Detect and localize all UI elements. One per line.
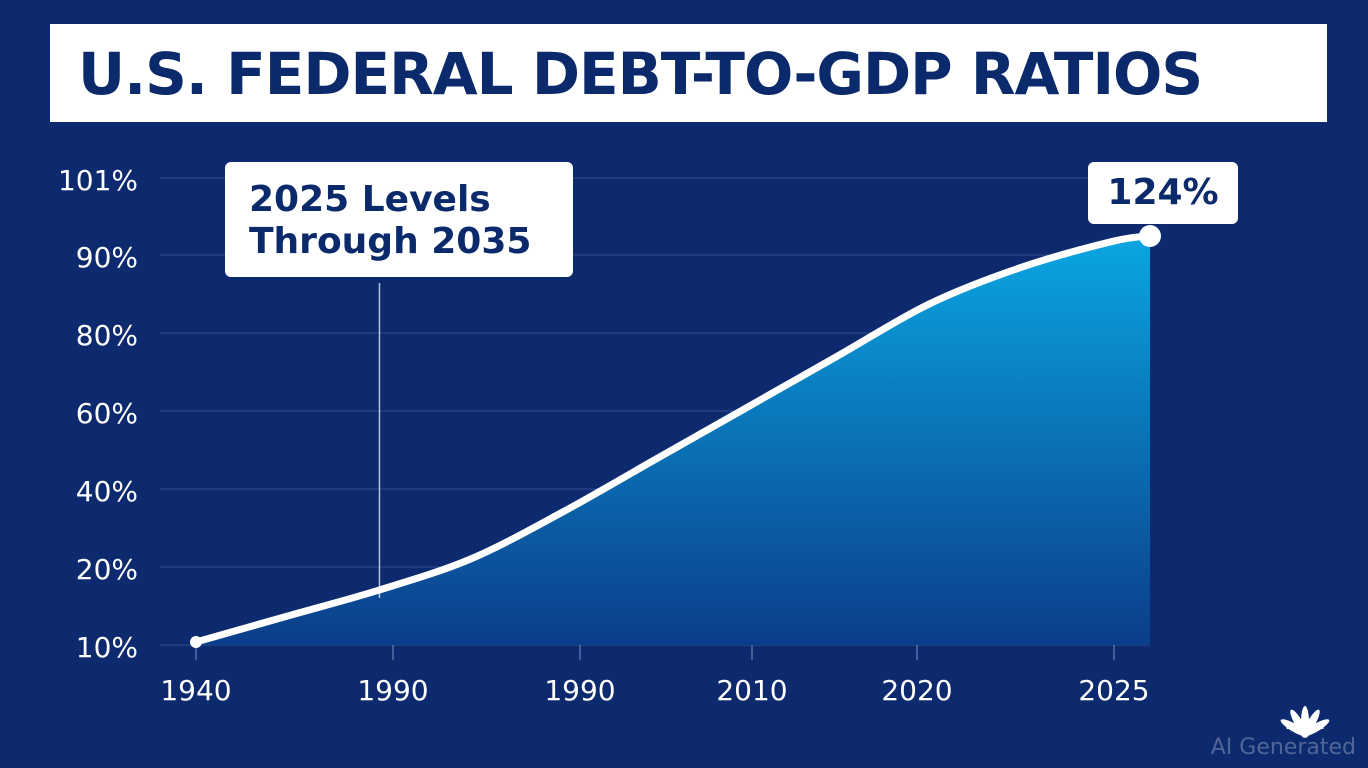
y-tick-label: 101%: [58, 164, 138, 197]
end-point-marker: [1139, 225, 1161, 247]
y-tick-label: 90%: [76, 241, 138, 274]
callout-box: 2025 Levels Through 2035: [225, 162, 573, 277]
y-tick-label: 60%: [76, 397, 138, 430]
y-tick-label: 10%: [76, 631, 138, 664]
debt-series-line: [192, 232, 1154, 646]
callout-line-1: 2025 Levels: [249, 179, 491, 220]
logo-text: DUTICH: [1285, 722, 1325, 732]
start-point-marker: [190, 636, 202, 648]
y-tick-label: 20%: [76, 553, 138, 586]
x-tick-label: 1990: [544, 674, 615, 707]
title-bar: U.S. FEDERAL DEBT-TO-GDP RATIOS: [50, 24, 1327, 122]
x-tick-label: 1990: [357, 674, 428, 707]
x-tick-label: 2025: [1078, 674, 1149, 707]
end-value-label: 124%: [1088, 162, 1238, 224]
debt-area-fill: [196, 236, 1150, 645]
y-tick-label: 40%: [76, 475, 138, 508]
ai-generated-watermark: AI Generated: [1210, 735, 1356, 760]
x-tick-label: 2010: [716, 674, 787, 707]
chart-title: U.S. FEDERAL DEBT-TO-GDP RATIOS: [78, 40, 1203, 108]
peacock-logo-icon: [1280, 706, 1330, 738]
callout-line-2: Through 2035: [249, 221, 532, 262]
x-tick-label: 2020: [881, 674, 952, 707]
x-tick-label: 1940: [160, 674, 231, 707]
y-tick-label: 80%: [76, 319, 138, 352]
